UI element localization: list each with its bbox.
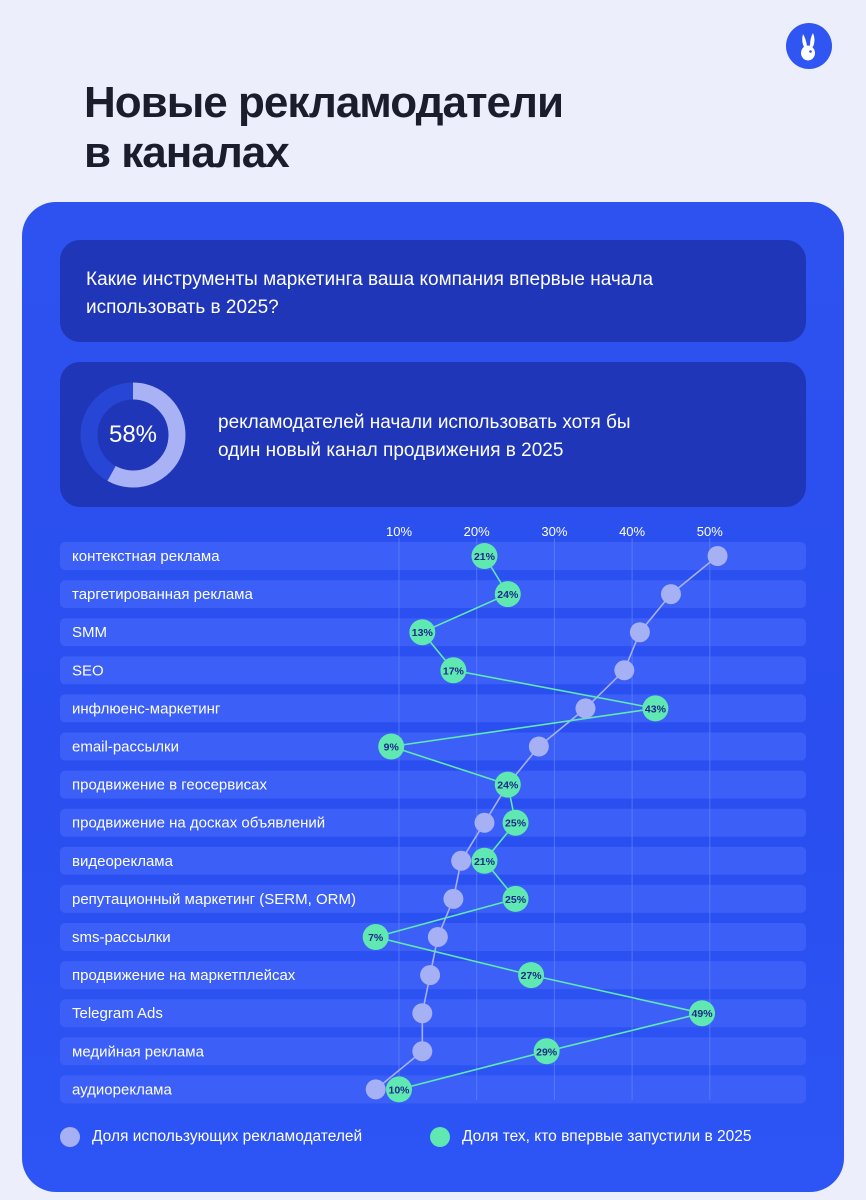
series-point-using — [443, 888, 464, 909]
series-point-using — [474, 812, 495, 833]
category-label: таргетированная реклама — [72, 586, 253, 603]
category-label: продвижение на досках объявлений — [72, 815, 325, 832]
data-label: 27% — [521, 970, 543, 982]
data-label: 7% — [368, 932, 384, 944]
series-point-new — [362, 924, 389, 950]
series-point-new — [471, 847, 498, 874]
series-point-new — [471, 543, 498, 569]
series-point-new — [440, 657, 467, 684]
series-point-using — [575, 698, 596, 719]
series-point-using — [365, 1079, 386, 1100]
data-label: 25% — [505, 818, 527, 830]
row-background — [60, 732, 806, 761]
legend-marker-new — [430, 1127, 450, 1147]
stat-donut — [80, 382, 186, 488]
data-label: 21% — [474, 856, 496, 868]
series-point-new — [409, 619, 436, 646]
category-label: Telegram Ads — [72, 1005, 163, 1022]
survey-panel: Какие инструменты маркетинга ваша компан… — [22, 202, 844, 1192]
row-background — [60, 580, 806, 609]
series-point-new — [494, 581, 521, 608]
series-point-using — [412, 1003, 433, 1024]
legend-item-using: Доля использующих рекламодателей — [60, 1122, 362, 1152]
x-tick-label: 50% — [697, 524, 723, 539]
data-label: 17% — [443, 665, 465, 677]
series-point-using — [451, 850, 472, 871]
row-background — [60, 846, 806, 875]
category-label: репутационный маркетинг (SERM, ORM) — [72, 891, 356, 908]
series-point-new — [518, 962, 545, 989]
category-label: продвижение в геосервисах — [72, 777, 267, 794]
series-point-new — [494, 771, 521, 798]
question-box: Какие инструменты маркетинга ваша компан… — [60, 240, 806, 342]
stat-percent: 58% — [108, 421, 158, 448]
legend-label-using: Доля использующих рекламодателей — [92, 1128, 363, 1145]
legend-item-new: Доля тех, кто впервые запустили в 2025 — [430, 1122, 751, 1152]
series-point-using — [629, 622, 650, 643]
question-text: Какие инструменты маркетинга ваша компан… — [86, 269, 654, 318]
row-background — [60, 884, 806, 913]
legend-label-new: Доля тех, кто впервые запустили в 2025 — [462, 1128, 752, 1145]
x-tick-label: 40% — [619, 524, 645, 539]
category-label: инфлюенс-маркетинг — [72, 700, 221, 717]
bunny-logo-icon[interactable] — [786, 23, 832, 69]
series-point-using — [420, 965, 441, 986]
category-label: SMM — [72, 624, 107, 641]
series-point-new — [378, 733, 405, 760]
chart-legend: Доля использующих рекламодателей Доля те… — [60, 1122, 820, 1152]
page-title: Новые рекламодатели в каналах — [84, 78, 644, 178]
series-point-using — [528, 736, 549, 757]
page-title-line2: в каналах — [84, 128, 290, 177]
series-point-new — [502, 885, 529, 912]
data-label: 10% — [388, 1084, 410, 1096]
x-tick-label: 10% — [386, 524, 412, 539]
series-point-new — [533, 1038, 560, 1065]
data-label: 49% — [692, 1008, 714, 1020]
row-background — [60, 1037, 806, 1066]
category-label: видеореклама — [72, 853, 174, 870]
series-point-new — [386, 1076, 412, 1103]
row-background — [60, 808, 806, 837]
series-point-new — [642, 695, 669, 722]
category-label: продвижение на маркетплейсах — [72, 967, 296, 984]
series-point-using — [660, 584, 681, 605]
row-background — [60, 542, 806, 570]
page-title-line1: Новые рекламодатели — [84, 78, 564, 127]
data-label: 43% — [645, 703, 667, 715]
series-point-using — [427, 927, 448, 947]
series-point-using — [614, 660, 635, 681]
series-point-using — [412, 1041, 433, 1062]
series-point-new — [502, 809, 529, 836]
data-label: 13% — [412, 627, 434, 639]
row-background — [60, 770, 806, 799]
row-background — [60, 656, 806, 685]
category-label: аудиореклама — [72, 1081, 172, 1098]
channels-chart: 10% 20% 30% 40% 50% контекстная реклама таргет… — [60, 524, 806, 1104]
legend-marker-using — [60, 1127, 80, 1147]
data-label: 25% — [505, 894, 527, 906]
category-label: контекстная реклама — [72, 548, 220, 565]
row-background — [60, 999, 806, 1028]
stat-text: рекламодателей начали использовать хотя … — [218, 412, 631, 461]
series-point-using — [707, 546, 728, 566]
data-label: 21% — [474, 551, 496, 563]
series-point-new — [689, 1000, 716, 1027]
category-label: email-рассылки — [72, 739, 179, 756]
row-background — [60, 1075, 806, 1104]
data-label: 29% — [536, 1046, 558, 1058]
data-label: 24% — [497, 780, 519, 792]
category-label: sms-рассылки — [72, 929, 171, 946]
data-label: 9% — [384, 742, 400, 754]
data-label: 24% — [497, 589, 519, 601]
x-tick-label: 20% — [464, 524, 490, 539]
stat-donut-arc — [80, 382, 186, 488]
x-tick-label: 30% — [541, 524, 567, 539]
category-label: медийная реклама — [72, 1043, 205, 1060]
stat-box: 58% рекламодателей начали использовать х… — [60, 362, 806, 507]
category-label: SEO — [72, 662, 104, 679]
